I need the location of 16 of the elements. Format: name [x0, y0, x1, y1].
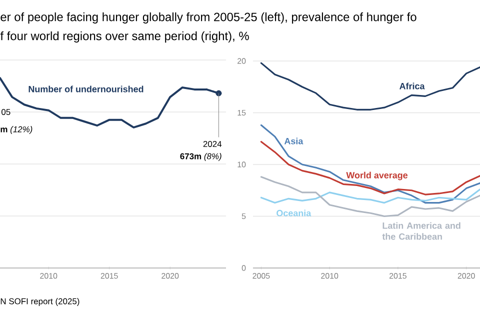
- line-series: [260, 124, 480, 204]
- annotation: 05: [2, 109, 10, 115]
- line-series: [260, 188, 480, 204]
- series-label: Asia: [284, 138, 304, 144]
- series-label: Oceania: [276, 210, 312, 216]
- series-label: World average: [346, 172, 408, 180]
- series-label: Africa: [400, 82, 425, 90]
- annotation: m (12%): [0, 126, 32, 134]
- series-label: Latin America and the Caribbean: [382, 222, 460, 240]
- chart-title: er of people facing hunger globally from 2005-25 (left), prevalence of hunger fo: [0, 12, 416, 24]
- line-series: [260, 62, 480, 110]
- annotation: 2024: [203, 141, 222, 147]
- series-label: Number of undernourished: [28, 86, 144, 92]
- annotation: 673m (8%): [180, 153, 222, 161]
- chart-subtitle: f four world regions over same period (right), %: [0, 31, 249, 43]
- text: N SOFI report (2025): [0, 298, 80, 306]
